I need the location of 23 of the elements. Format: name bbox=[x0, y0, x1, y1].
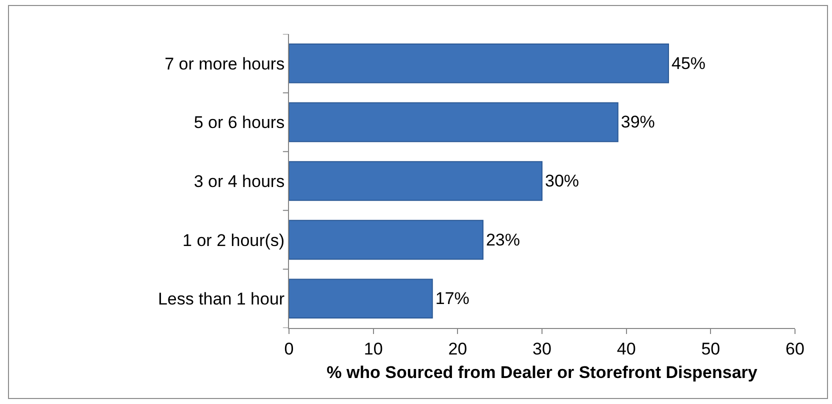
y-tick-label: 1 or 2 hour(s) bbox=[182, 230, 285, 250]
data-label: 45% bbox=[672, 54, 706, 73]
x-tick-label: 40 bbox=[616, 339, 636, 358]
x-tick-label: 10 bbox=[364, 339, 383, 358]
x-tick-label: 0 bbox=[284, 339, 294, 358]
bar bbox=[289, 102, 618, 142]
data-label: 17% bbox=[435, 289, 470, 308]
bar bbox=[289, 161, 542, 201]
x-tick-label: 20 bbox=[448, 339, 468, 358]
x-tick-label: 60 bbox=[786, 339, 804, 358]
y-tick-label: Less than 1 hour bbox=[158, 290, 285, 309]
data-label: 30% bbox=[545, 172, 580, 190]
x-axis-title: % who Sourced from Dealer or Storefront Dispensary bbox=[326, 362, 758, 382]
bar bbox=[289, 220, 484, 260]
y-tick-label: 5 or 6 hours bbox=[194, 113, 285, 132]
y-tick-label: 3 or 4 hours bbox=[194, 172, 285, 191]
x-tick-label: 50 bbox=[701, 339, 720, 358]
bar bbox=[289, 44, 669, 84]
bar bbox=[289, 278, 433, 318]
data-label: 39% bbox=[620, 112, 655, 132]
y-tick-label: 7 or more hours bbox=[164, 54, 285, 74]
data-label: 23% bbox=[486, 230, 520, 250]
x-tick-label: 30 bbox=[532, 339, 552, 358]
